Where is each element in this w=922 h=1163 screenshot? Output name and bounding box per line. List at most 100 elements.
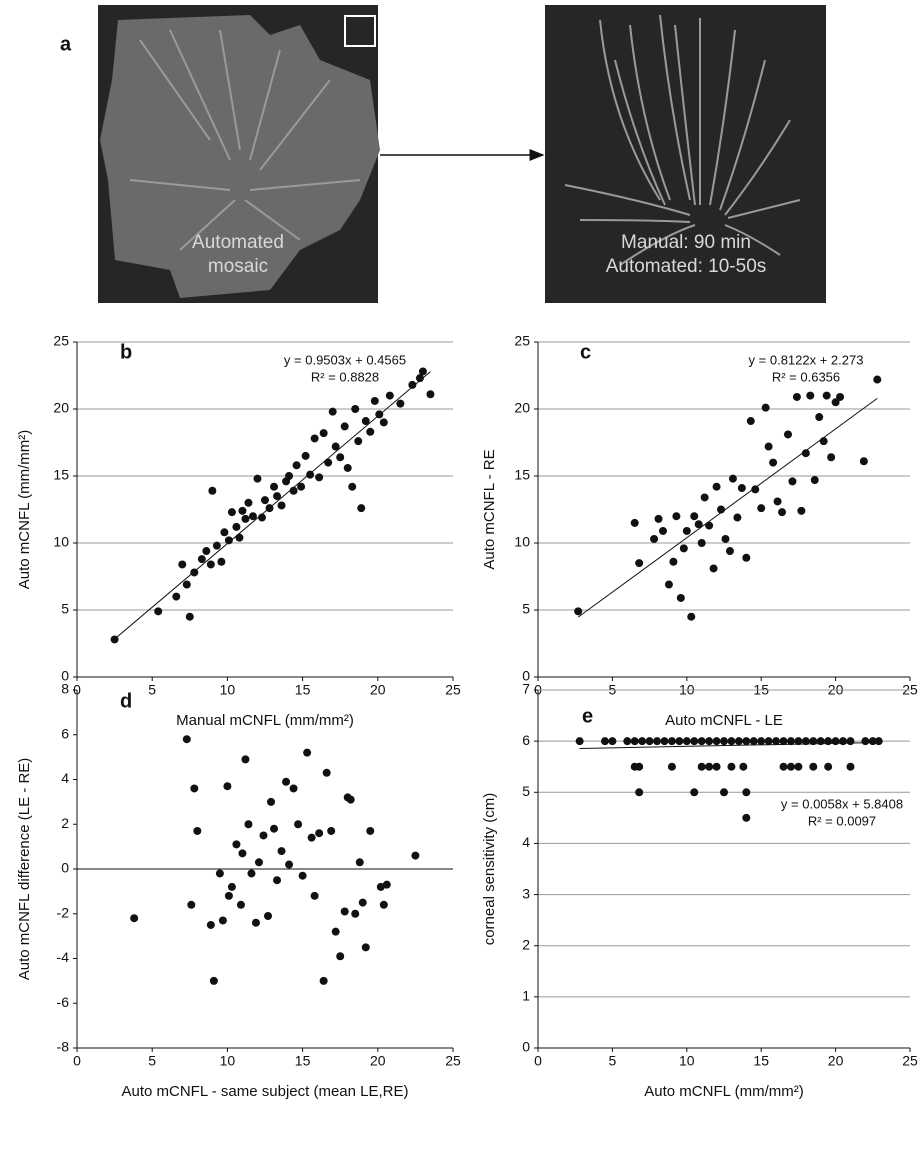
data-point [310, 434, 319, 443]
data-point [769, 458, 778, 467]
fit-equation: y = 0.0058x + 5.8408 [781, 796, 903, 811]
panel-letter: c [580, 341, 591, 363]
data-point [343, 463, 352, 472]
data-point [690, 737, 699, 746]
data-point [273, 492, 282, 501]
data-point [336, 453, 345, 462]
image-caption: Automated: 10-50s [606, 256, 767, 277]
data-point [687, 612, 696, 621]
data-point [209, 976, 218, 985]
data-point [801, 737, 810, 746]
data-point [354, 437, 363, 446]
data-point [733, 513, 742, 522]
data-point [861, 737, 870, 746]
data-point [739, 762, 748, 771]
x-tick-label: 20 [370, 1053, 386, 1069]
image-caption: Manual: 90 min [621, 232, 751, 253]
y-tick-label: 5 [522, 601, 530, 617]
data-point [267, 797, 276, 806]
x-tick-label: 25 [902, 1053, 918, 1069]
data-point [638, 737, 647, 746]
data-point [874, 737, 883, 746]
data-point [635, 559, 644, 568]
data-point [779, 737, 788, 746]
data-point [751, 485, 760, 494]
data-point [241, 755, 250, 764]
data-point [251, 918, 260, 927]
data-point [261, 496, 269, 505]
data-point [690, 788, 699, 797]
x-axis-title: Auto mCNFL - same subject (mean LE,RE) [121, 1083, 408, 1100]
image-caption: Automated [192, 232, 284, 253]
data-point [408, 380, 417, 389]
data-point [297, 482, 306, 491]
data-point [197, 555, 206, 564]
data-point [253, 474, 262, 483]
trend-line [114, 371, 431, 640]
x-axis-title: Auto mCNFL - LE [665, 712, 783, 729]
data-point [824, 762, 833, 771]
data-point [783, 430, 792, 439]
data-point [154, 607, 163, 616]
data-point [396, 399, 405, 408]
trend-line [577, 397, 878, 618]
data-point [298, 871, 307, 880]
y-tick-label: 25 [514, 333, 530, 349]
x-tick-label: 25 [902, 682, 918, 698]
x-tick-label: 20 [828, 1053, 844, 1069]
y-tick-label: 4 [61, 770, 69, 786]
data-point [361, 417, 370, 426]
data-point [270, 482, 279, 491]
data-point [742, 788, 751, 797]
data-point [224, 536, 233, 545]
data-point [273, 876, 282, 885]
data-point [737, 484, 746, 493]
data-point [749, 737, 758, 746]
panel-letter: e [582, 705, 593, 727]
y-tick-label: 20 [514, 400, 530, 416]
data-point [757, 504, 766, 513]
data-point [218, 916, 227, 925]
data-point [307, 833, 316, 842]
data-point [366, 826, 375, 835]
data-point [764, 442, 773, 451]
y-tick-label: 5 [522, 783, 530, 799]
data-point [206, 920, 215, 929]
x-tick-label: 10 [679, 1053, 695, 1069]
y-tick-label: 20 [53, 400, 69, 416]
data-point [182, 580, 191, 589]
panel-a: a Automated mosaic Manual: 90 min Automa… [60, 5, 826, 303]
data-point [839, 737, 848, 746]
data-point [340, 422, 349, 431]
data-point [236, 900, 245, 909]
x-tick-label: 10 [220, 682, 236, 698]
data-point [700, 493, 709, 502]
data-point [220, 528, 229, 537]
data-point [779, 762, 788, 771]
y-tick-label: 10 [53, 534, 69, 550]
data-point [809, 737, 818, 746]
y-tick-label: 6 [522, 732, 530, 748]
mosaic-texture [129, 29, 361, 251]
data-point [873, 375, 882, 384]
y-tick-label: 3 [522, 885, 530, 901]
data-point [289, 784, 298, 793]
data-point [426, 390, 435, 399]
data-point [351, 405, 360, 413]
data-point [294, 820, 303, 829]
data-point [660, 737, 669, 746]
data-point [418, 367, 427, 376]
data-point [247, 869, 256, 878]
data-point [742, 553, 751, 562]
data-point [306, 470, 315, 479]
data-point [778, 508, 787, 517]
data-point [178, 560, 187, 569]
data-point [285, 472, 294, 480]
data-point [675, 737, 684, 746]
data-point [310, 891, 319, 900]
data-point [846, 737, 855, 746]
y-axis-title: Auto mCNFL difference (LE - RE) [16, 758, 33, 981]
data-point [315, 829, 324, 838]
data-point [705, 737, 714, 746]
data-point [712, 762, 721, 771]
